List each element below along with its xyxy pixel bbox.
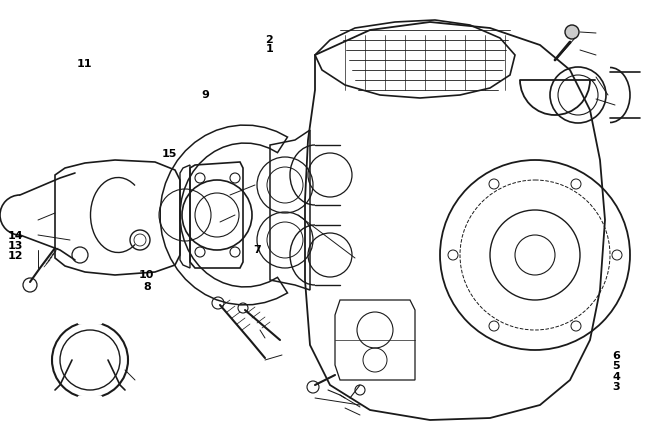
Text: 15: 15 [161,149,177,159]
Text: 4: 4 [612,372,620,382]
Text: 12: 12 [8,251,23,261]
Text: 9: 9 [202,90,209,101]
Text: 1: 1 [265,44,273,55]
Text: 2: 2 [265,34,273,45]
Text: 11: 11 [77,58,92,69]
Text: 13: 13 [8,241,23,251]
Text: 10: 10 [138,270,154,280]
Text: 7: 7 [254,245,261,255]
Text: 5: 5 [612,361,620,372]
Text: 8: 8 [143,282,151,292]
Text: 3: 3 [612,382,620,392]
Circle shape [565,25,579,39]
Text: 14: 14 [8,230,23,241]
Text: 6: 6 [612,351,620,361]
